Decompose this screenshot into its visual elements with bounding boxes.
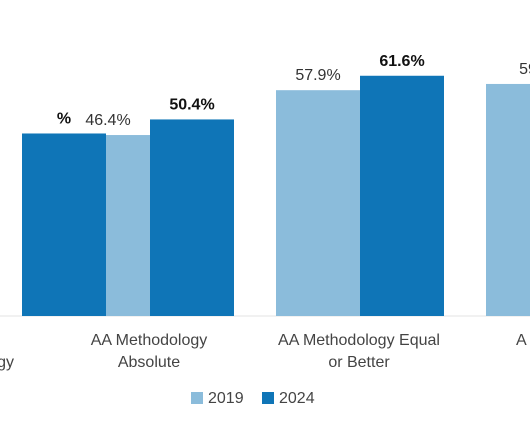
bar-2024-0 bbox=[22, 133, 106, 316]
value-label-2019-2: 57.9% bbox=[295, 67, 340, 84]
value-label-2019-1: 46.4% bbox=[85, 112, 130, 129]
bars-layer bbox=[22, 75, 530, 316]
value-label-2024-2: 61.6% bbox=[379, 53, 424, 70]
value-label-2024-0: % bbox=[57, 110, 71, 127]
value-label-2019-3: 59 bbox=[519, 61, 530, 78]
legend-swatch-2024 bbox=[262, 392, 274, 404]
category-label-2-line-1: or Better bbox=[328, 354, 390, 371]
bar-2019-3 bbox=[486, 83, 530, 316]
category-label-1-line-1: Absolute bbox=[118, 354, 180, 371]
category-label-3-line-0: A bbox=[516, 332, 527, 349]
bar-2024-2 bbox=[360, 75, 444, 316]
category-labels-layer: gy AA Methodology Absolute AA Methodology E… bbox=[0, 332, 527, 371]
category-label-1-line-0: AA Methodology bbox=[91, 332, 208, 349]
category-label-2-line-0: AA Methodology Equal bbox=[278, 332, 440, 349]
value-label-2024-1: 50.4% bbox=[169, 96, 214, 113]
category-label-0-line-1: gy bbox=[0, 354, 14, 371]
legend-label-2024: 2024 bbox=[279, 390, 315, 407]
bar-labels-layer: 46.4% 57.9% 59% 50.4% 61.6% bbox=[57, 53, 530, 129]
legend: 2019 2024 bbox=[191, 390, 315, 407]
legend-label-2019: 2019 bbox=[208, 390, 244, 407]
bar-2024-1 bbox=[150, 119, 234, 316]
bar-2019-2 bbox=[276, 90, 360, 316]
legend-swatch-2019 bbox=[191, 392, 203, 404]
